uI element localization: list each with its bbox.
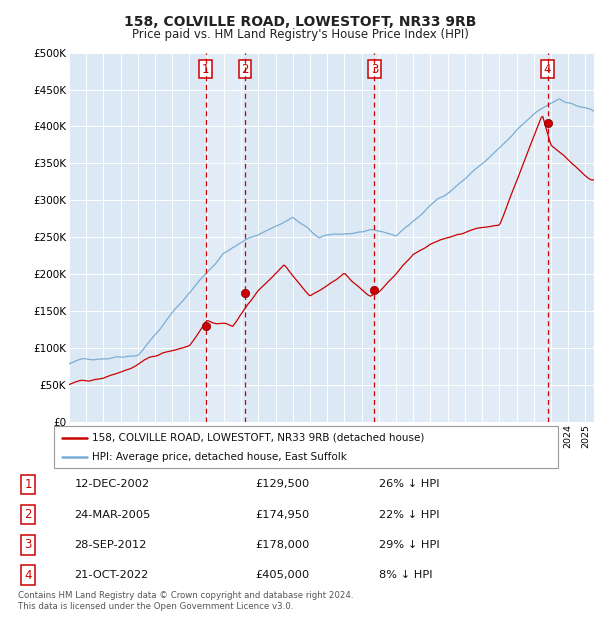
Text: 158, COLVILLE ROAD, LOWESTOFT, NR33 9RB: 158, COLVILLE ROAD, LOWESTOFT, NR33 9RB — [124, 16, 476, 30]
Bar — [374, 53, 548, 422]
Text: 3: 3 — [25, 538, 32, 551]
Text: 158, COLVILLE ROAD, LOWESTOFT, NR33 9RB (detached house): 158, COLVILLE ROAD, LOWESTOFT, NR33 9RB … — [92, 433, 424, 443]
Text: Contains HM Land Registry data © Crown copyright and database right 2024.: Contains HM Land Registry data © Crown c… — [18, 590, 353, 600]
Text: 2: 2 — [241, 63, 249, 76]
Text: 28-SEP-2012: 28-SEP-2012 — [74, 540, 147, 550]
Text: £405,000: £405,000 — [255, 570, 309, 580]
Text: 8% ↓ HPI: 8% ↓ HPI — [379, 570, 433, 580]
FancyBboxPatch shape — [54, 426, 558, 468]
Text: HPI: Average price, detached house, East Suffolk: HPI: Average price, detached house, East… — [92, 452, 347, 462]
Text: 3: 3 — [371, 63, 378, 76]
Text: 2: 2 — [25, 508, 32, 521]
Text: 24-MAR-2005: 24-MAR-2005 — [74, 510, 151, 520]
Text: 4: 4 — [25, 569, 32, 582]
Text: 1: 1 — [25, 478, 32, 491]
Text: £129,500: £129,500 — [255, 479, 309, 489]
Text: 26% ↓ HPI: 26% ↓ HPI — [379, 479, 440, 489]
Text: Price paid vs. HM Land Registry's House Price Index (HPI): Price paid vs. HM Land Registry's House … — [131, 28, 469, 41]
Bar — [206, 53, 245, 422]
Text: £174,950: £174,950 — [255, 510, 309, 520]
Text: 22% ↓ HPI: 22% ↓ HPI — [379, 510, 440, 520]
Text: 29% ↓ HPI: 29% ↓ HPI — [379, 540, 440, 550]
Text: 4: 4 — [544, 63, 551, 76]
Text: This data is licensed under the Open Government Licence v3.0.: This data is licensed under the Open Gov… — [18, 601, 293, 611]
Text: £178,000: £178,000 — [255, 540, 309, 550]
Text: 12-DEC-2002: 12-DEC-2002 — [74, 479, 149, 489]
Text: 1: 1 — [202, 63, 209, 76]
Text: 21-OCT-2022: 21-OCT-2022 — [74, 570, 149, 580]
